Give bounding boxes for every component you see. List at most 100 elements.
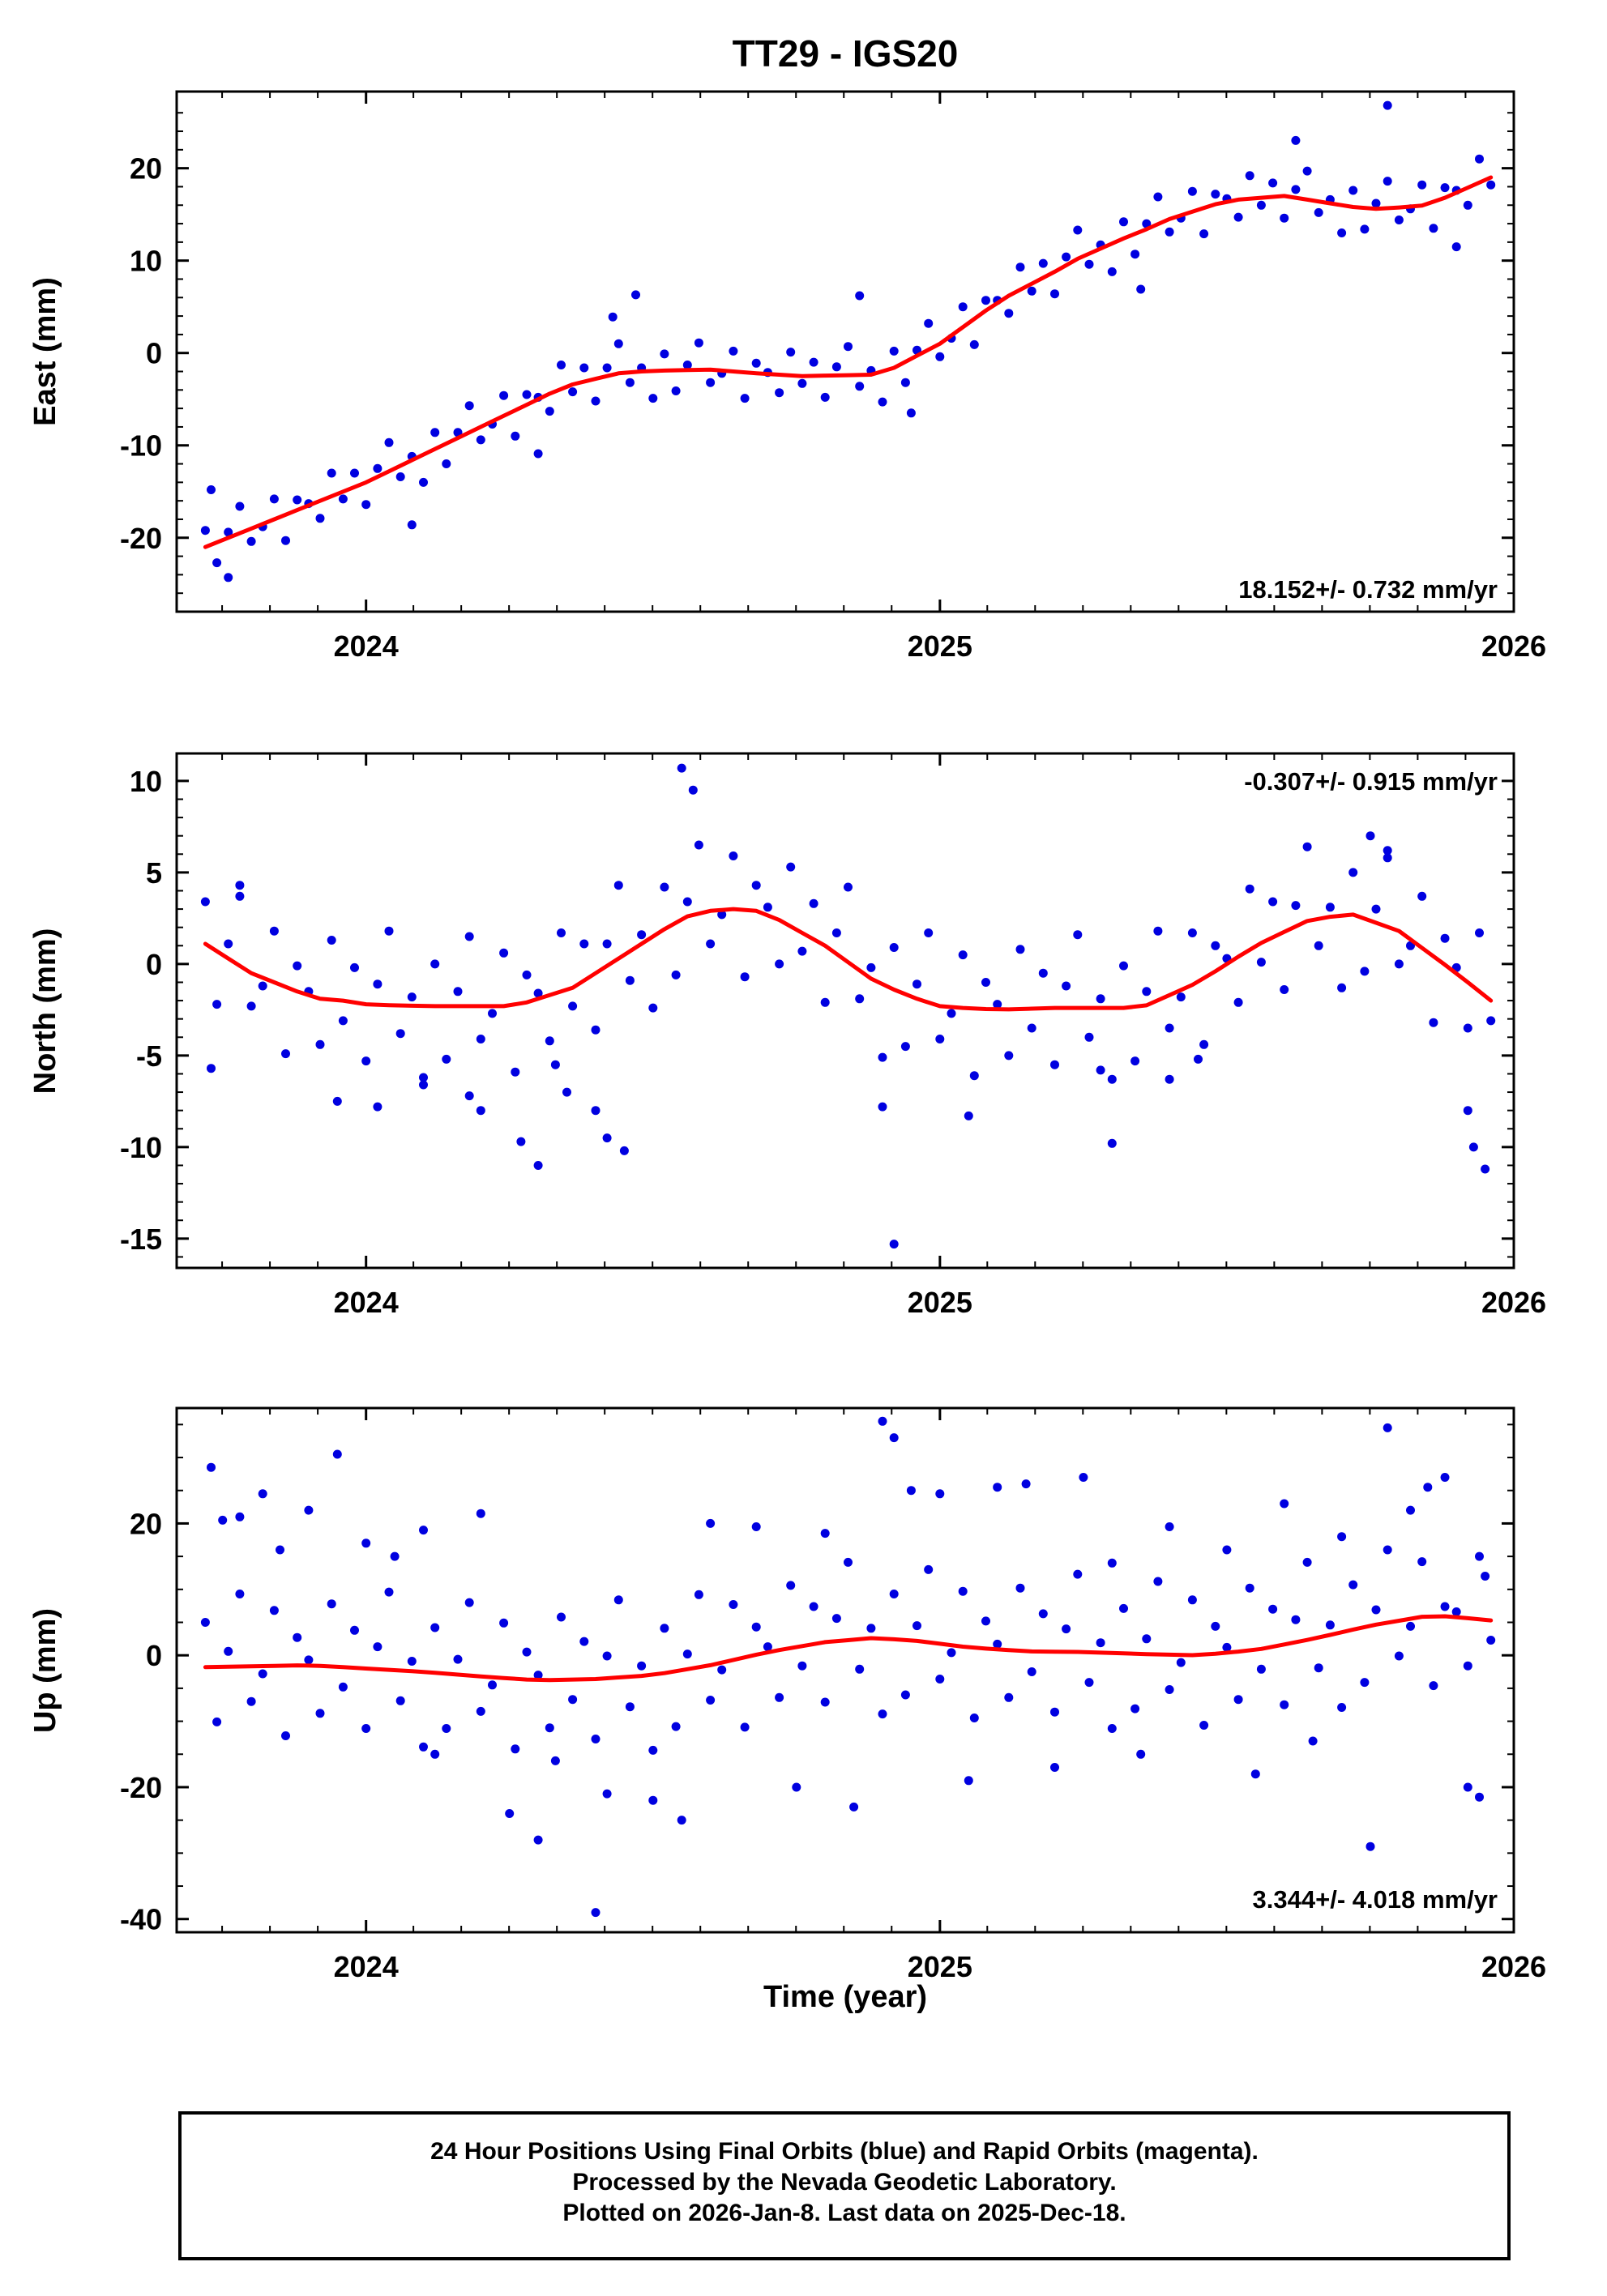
data-point [1165, 1685, 1174, 1694]
data-point [499, 948, 509, 958]
data-point [648, 1795, 658, 1805]
data-point [453, 987, 463, 996]
data-point [453, 1654, 463, 1664]
data-point [844, 882, 853, 892]
data-point [212, 1717, 222, 1726]
data-point [1073, 930, 1083, 940]
data-point [981, 296, 990, 305]
data-point [1096, 994, 1105, 1004]
data-point [1130, 1704, 1140, 1713]
data-point [1314, 207, 1323, 217]
data-point [419, 1526, 428, 1535]
data-point [1119, 1603, 1128, 1613]
data-point [1291, 901, 1301, 911]
y-tick-label: -10 [120, 429, 162, 463]
data-point [924, 1564, 934, 1574]
data-point [384, 926, 394, 936]
data-point [866, 1624, 876, 1633]
x-tick-label: 2025 [908, 629, 972, 663]
data-point [476, 1035, 485, 1043]
y-tick-label: -20 [120, 522, 162, 555]
data-point [212, 558, 222, 568]
data-point [671, 1722, 681, 1731]
data-point [1015, 945, 1025, 954]
data-point [1337, 228, 1347, 237]
trend-line [203, 907, 1494, 1012]
data-point [1463, 1782, 1472, 1792]
footer-border [178, 2111, 1511, 2260]
page-title: TT29 - IGS20 [733, 32, 959, 75]
data-point [1062, 1624, 1071, 1634]
data-point [488, 1009, 497, 1018]
data-point [677, 763, 686, 773]
x-tick-label: 2025 [908, 1950, 972, 1983]
data-point [1337, 1703, 1347, 1712]
data-point [557, 361, 566, 369]
data-point [384, 1587, 394, 1597]
data-point [373, 1102, 383, 1112]
data-point [1038, 258, 1048, 268]
y-tick-label: 20 [130, 1507, 162, 1540]
data-point [831, 1614, 841, 1624]
data-point [361, 1538, 371, 1548]
data-point [430, 959, 440, 969]
data-point [522, 390, 532, 399]
data-point [993, 1639, 1002, 1649]
data-point [1486, 1636, 1496, 1645]
data-point [1486, 180, 1496, 190]
data-point [1314, 1663, 1323, 1673]
data-point [1383, 1545, 1392, 1555]
data-point [602, 1133, 612, 1143]
data-point [878, 1102, 887, 1112]
data-point [1463, 200, 1472, 210]
data-point [533, 1835, 543, 1845]
data-point [293, 1632, 302, 1642]
data-point [327, 468, 336, 478]
data-point [671, 970, 681, 979]
data-point [1360, 224, 1370, 234]
data-point [958, 302, 968, 312]
data-point [1475, 1792, 1484, 1802]
data-point [1176, 1658, 1186, 1667]
data-point [1142, 1634, 1152, 1644]
data-point [993, 1483, 1002, 1492]
data-point [464, 1091, 474, 1101]
data-point [281, 1049, 290, 1059]
data-point [1176, 992, 1186, 1002]
data-point [224, 527, 233, 537]
data-point [1245, 171, 1254, 181]
data-point [625, 378, 635, 387]
data-point [751, 1522, 761, 1531]
footer-box: 24 Hour Positions Using Final Orbits (bl… [178, 2111, 1511, 2260]
scatter-points [200, 1416, 1496, 1918]
data-point [947, 1009, 956, 1018]
data-point [648, 394, 658, 403]
x-tick-label: 2024 [334, 629, 399, 663]
data-point [1302, 842, 1312, 851]
data-point [522, 1647, 532, 1657]
data-point [200, 897, 210, 907]
data-point [889, 943, 899, 952]
data-point [1084, 1678, 1094, 1688]
data-point [660, 349, 669, 359]
data-point [419, 1073, 428, 1082]
plot-frame [175, 1406, 1515, 1934]
data-point [1371, 904, 1381, 914]
data-point [533, 1671, 543, 1680]
data-point [1050, 1060, 1059, 1069]
data-point [246, 536, 256, 546]
data-point [855, 994, 865, 1004]
data-point [878, 397, 887, 407]
data-point [969, 1071, 979, 1081]
y-tick-label: -40 [120, 1903, 162, 1936]
y-tick-label: 0 [146, 1639, 162, 1672]
data-point [545, 1036, 554, 1046]
data-point [550, 1060, 560, 1069]
data-point [844, 1557, 853, 1567]
x-tick-label: 2026 [1481, 629, 1546, 663]
data-point [258, 981, 267, 991]
data-point [533, 449, 543, 459]
y-tick-label: 20 [130, 152, 162, 186]
data-point [855, 291, 865, 301]
